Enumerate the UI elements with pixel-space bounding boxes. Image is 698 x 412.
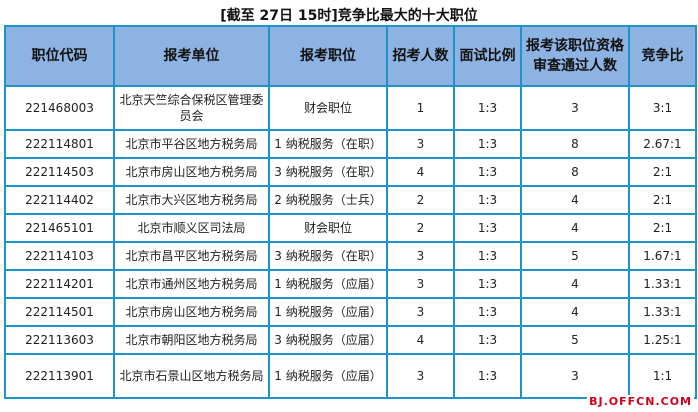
table-cell: 8	[520, 129, 630, 159]
table-cell: 3	[386, 129, 455, 159]
table-cell: 3	[386, 241, 455, 271]
table-cell: 4	[520, 297, 630, 327]
table-cell: 北京市昌平区地方税务局	[113, 241, 270, 271]
table-cell: 4	[386, 157, 455, 187]
table-cell: 222114402	[4, 185, 115, 215]
watermark: BJ.OFFCN.COM	[587, 395, 694, 408]
table-cell: 财会职位	[268, 85, 388, 131]
table-cell: 3 纳税服务（应届）	[268, 325, 388, 355]
table-row: 222114402 北京市大兴区地方税务局 2 纳税服务（士兵） 2 1:3 4 2:1	[4, 185, 697, 215]
table-cell: 4	[520, 213, 630, 243]
table-cell: 1.67:1	[628, 241, 697, 271]
table-cell: 8	[520, 157, 630, 187]
table-cell: 1.33:1	[628, 297, 697, 327]
table-cell: 3 纳税服务（在职）	[268, 241, 388, 271]
table-cell: 3	[520, 85, 630, 131]
column-header: 报考单位	[113, 25, 270, 87]
table-cell: 221465101	[4, 213, 115, 243]
table-cell: 1:3	[453, 185, 522, 215]
table-cell: 1:3	[453, 353, 522, 399]
table-cell: 3	[386, 297, 455, 327]
table-cell: 财会职位	[268, 213, 388, 243]
table-cell: 北京市房山区地方税务局	[113, 297, 270, 327]
table-cell: 1:3	[453, 241, 522, 271]
table-cell: 221468003	[4, 85, 115, 131]
table-cell: 3 纳税服务（在职）	[268, 157, 388, 187]
table-cell: 1 纳税服务（应届）	[268, 297, 388, 327]
table-cell: 4	[520, 185, 630, 215]
column-header: 面试比例	[453, 25, 522, 87]
table-row: 222114801 北京市平谷区地方税务局 1 纳税服务（在职） 3 1:3 8 2.67:…	[4, 129, 697, 159]
table-cell: 北京市通州区地方税务局	[113, 269, 270, 299]
table-cell: 3	[386, 353, 455, 399]
table-cell: 4	[520, 269, 630, 299]
table-cell: 3:1	[628, 85, 697, 131]
table-cell: 1:3	[453, 325, 522, 355]
table-cell: 2	[386, 185, 455, 215]
column-header: 报考该职位资格审查通过人数	[520, 25, 630, 87]
column-header: 招考人数	[386, 25, 455, 87]
column-header: 报考职位	[268, 25, 388, 87]
table-cell: 1:3	[453, 269, 522, 299]
column-header: 职位代码	[4, 25, 115, 87]
table-cell: 2:1	[628, 213, 697, 243]
table-row: 222113603 北京市朝阳区地方税务局 3 纳税服务（应届） 4 1:3 5 1.25:…	[4, 325, 697, 355]
table-row: 221468003 北京天竺综合保税区管理委员会 财会职位 1 1:3 3 3:1	[4, 85, 697, 131]
table-row: 222114201 北京市通州区地方税务局 1 纳税服务（应届） 3 1:3 4 1.33:…	[4, 269, 697, 299]
table-cell: 1:3	[453, 129, 522, 159]
table-cell: 5	[520, 325, 630, 355]
table-title: [截至 27日 15时]竞争比最大的十大职位	[220, 8, 478, 24]
table-row: 222114501 北京市房山区地方税务局 1 纳税服务（应届） 3 1:3 4 1.33:…	[4, 297, 697, 327]
table-cell: 1 纳税服务（在职）	[268, 129, 388, 159]
table-cell: 1:1	[628, 353, 697, 399]
table-cell: 2.67:1	[628, 129, 697, 159]
table-cell: 2:1	[628, 185, 697, 215]
positions-table: 职位代码 报考单位 报考职位 招考人数 面试比例 报考该职位资格审查通过人数 竞争比 221…	[4, 25, 697, 399]
table-cell: 222113901	[4, 353, 115, 399]
table-cell: 222114501	[4, 297, 115, 327]
table-cell: 4	[386, 325, 455, 355]
table-cell: 北京市平谷区地方税务局	[113, 129, 270, 159]
table-cell: 北京市大兴区地方税务局	[113, 185, 270, 215]
table-cell: 222114103	[4, 241, 115, 271]
table-cell: 222114801	[4, 129, 115, 159]
column-header: 竞争比	[628, 25, 697, 87]
table-cell: 1.33:1	[628, 269, 697, 299]
table-cell: 1 纳税服务（应届）	[268, 353, 388, 399]
table-cell: 1.25:1	[628, 325, 697, 355]
table-cell: 北京市石景山区地方税务局	[113, 353, 270, 399]
table-cell: 1:3	[453, 213, 522, 243]
table-row: 222114503 北京市房山区地方税务局 3 纳税服务（在职） 4 1:3 8 2:1	[4, 157, 697, 187]
table-cell: 222113603	[4, 325, 115, 355]
table-cell: 2 纳税服务（士兵）	[268, 185, 388, 215]
table-row: 221465101 北京市顺义区司法局 财会职位 2 1:3 4 2:1	[4, 213, 697, 243]
table-cell: 5	[520, 241, 630, 271]
table-row: 222114103 北京市昌平区地方税务局 3 纳税服务（在职） 3 1:3 5 1.67:…	[4, 241, 697, 271]
table-cell: 北京市朝阳区地方税务局	[113, 325, 270, 355]
table-cell: 1 纳税服务（应届）	[268, 269, 388, 299]
table-row: 222113901 北京市石景山区地方税务局 1 纳税服务（应届） 3 1:3 3 1:1	[4, 353, 697, 399]
table-cell: 1	[386, 85, 455, 131]
table-cell: 2	[386, 213, 455, 243]
table-cell: 2:1	[628, 157, 697, 187]
table-cell: 3	[520, 353, 630, 399]
table-cell: 222114503	[4, 157, 115, 187]
table-cell: 北京天竺综合保税区管理委员会	[113, 85, 270, 131]
table-cell: 1:3	[453, 85, 522, 131]
table-cell: 北京市房山区地方税务局	[113, 157, 270, 187]
table-cell: 北京市顺义区司法局	[113, 213, 270, 243]
table-cell: 1:3	[453, 157, 522, 187]
table-cell: 222114201	[4, 269, 115, 299]
table-cell: 3	[386, 269, 455, 299]
table-cell: 1:3	[453, 297, 522, 327]
